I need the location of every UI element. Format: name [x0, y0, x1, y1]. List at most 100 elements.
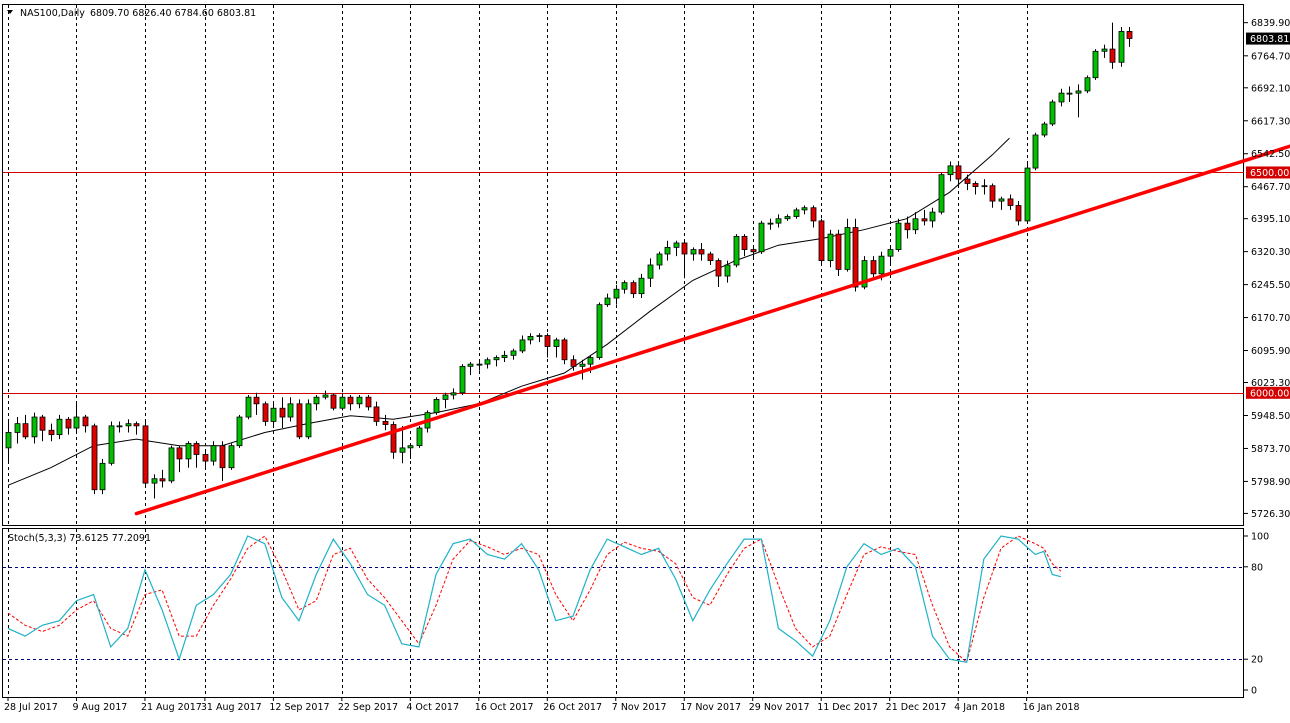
candle-bull: [245, 396, 252, 418]
candle-bear: [82, 416, 89, 427]
candles: [5, 22, 1133, 499]
candle-bear: [365, 396, 372, 408]
candle-bull: [647, 264, 654, 279]
price-tick-label: 6617.30: [1251, 116, 1290, 127]
candle-bull: [185, 443, 192, 460]
stoch-tick-label: 80: [1251, 562, 1263, 573]
price-tick-label: 6095.90: [1251, 346, 1290, 357]
time-axis: 28 Jul 2017 9 Aug 2017 21 Aug 2017 31 Aug 2…: [4, 697, 1080, 713]
candle-bull: [108, 425, 115, 464]
candle-bear: [253, 396, 260, 405]
candle-bull: [99, 462, 106, 491]
candle-bull: [493, 357, 500, 361]
candle-bull: [1041, 123, 1048, 136]
stoch-tick-label: 0: [1251, 686, 1257, 697]
dropdown-triangle-icon[interactable]: [7, 10, 13, 14]
candle-bear: [955, 165, 962, 180]
candle-bear: [964, 178, 971, 184]
candle-bull: [1075, 90, 1082, 94]
candle-bull: [895, 222, 902, 250]
candle-bull: [664, 246, 671, 255]
candle-bear: [715, 260, 722, 277]
grid-lines: [8, 5, 1028, 697]
price-tick-label: 5798.90: [1251, 477, 1290, 488]
candle-bear: [142, 425, 149, 484]
candle-bear: [989, 185, 996, 202]
candle-bull: [673, 242, 680, 248]
price-tick-label: 6542.50: [1251, 149, 1290, 160]
time-tick-label: 22 Sep 2017: [338, 702, 398, 713]
time-tick-label: 4 Oct 2017: [406, 702, 459, 713]
candle-bull: [947, 165, 954, 176]
candle-bull: [210, 445, 217, 462]
trendline-support: [134, 144, 1290, 516]
candle-bull: [459, 365, 466, 394]
candle-bull: [536, 335, 543, 337]
candle-bear: [570, 359, 577, 367]
stoch-tick-label: 20: [1251, 655, 1263, 666]
candle-bull: [31, 416, 38, 438]
candle-bear: [39, 416, 46, 431]
candle-bull: [724, 264, 731, 277]
candle-bull: [125, 423, 132, 427]
candle-bear: [544, 335, 551, 347]
candle-bull: [1024, 167, 1031, 222]
price-tick-label: 6764.70: [1251, 51, 1290, 62]
candle-bull: [510, 350, 517, 356]
time-tick-label: 21 Aug 2017: [141, 702, 202, 713]
candle-bull: [151, 478, 158, 484]
candle-bear: [698, 249, 705, 255]
time-tick-label: 4 Jan 2018: [954, 702, 1005, 713]
candle-bull: [1058, 92, 1065, 103]
candle-bull: [1084, 77, 1091, 92]
candle-bear: [347, 396, 354, 405]
candle-bear: [382, 421, 389, 425]
candle-bull: [56, 418, 63, 436]
price-axis: 6839.90 6764.70 6692.10 6617.30 6542.50 6467.…: [1244, 18, 1290, 520]
candle-bull: [929, 211, 936, 222]
candle-bear: [818, 220, 825, 261]
candle-bear: [904, 222, 911, 231]
candle-bull: [801, 207, 808, 211]
candle-bear: [741, 235, 748, 250]
main-pane-border: [2, 4, 1244, 526]
candle-bear: [835, 233, 842, 270]
candle-bear: [262, 403, 269, 422]
candle-bull: [116, 425, 123, 428]
stoch-header-label: Stoch(5,3,3) 73.6125 77.2091: [8, 533, 151, 544]
candle-bull: [442, 394, 449, 400]
level-price-tag: [1246, 166, 1290, 179]
candle-bull: [416, 427, 423, 447]
candle-bull: [5, 432, 12, 449]
candle-bear: [296, 403, 303, 438]
candle-bull: [827, 233, 834, 261]
current-price-tag: [1246, 32, 1290, 45]
candle-bear: [681, 242, 688, 255]
candle-bull: [596, 304, 603, 358]
candle-bull: [638, 277, 645, 295]
candle-bear: [707, 253, 714, 261]
candle-bull: [322, 394, 329, 398]
time-tick-label: 21 Dec 2017: [886, 702, 947, 713]
candle-bull: [621, 282, 628, 290]
chart-header: NAS100,Daily 6809.70 6826.40 6784.60 680…: [7, 8, 256, 19]
price-tick-label: 6395.10: [1251, 214, 1290, 225]
time-tick-label: 16 Jan 2018: [1023, 702, 1080, 713]
candle-bull: [784, 216, 791, 220]
price-tick-label: 6023.30: [1251, 378, 1290, 389]
horizontal-levels: [3, 172, 1244, 394]
price-tick-label: 6839.90: [1251, 18, 1290, 29]
candle-bear: [193, 443, 200, 455]
trendline[interactable]: [134, 132, 1290, 516]
current-price-tag-label: 6803.81: [1250, 34, 1289, 45]
candle-bear: [1109, 48, 1116, 63]
candle-bull: [313, 396, 320, 405]
candle-bull: [527, 335, 534, 341]
stochastic-pane: 100 80 20 0: [3, 532, 1269, 697]
candle-bull: [861, 260, 868, 288]
candle-bull: [579, 363, 586, 367]
candle-bear: [65, 418, 72, 429]
candle-bull: [938, 174, 945, 213]
